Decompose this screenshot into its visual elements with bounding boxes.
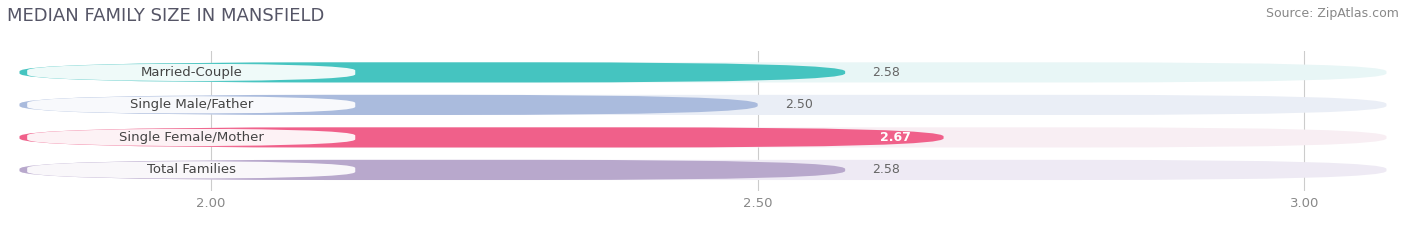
FancyBboxPatch shape (27, 128, 356, 147)
FancyBboxPatch shape (20, 160, 1386, 180)
FancyBboxPatch shape (20, 95, 1386, 115)
FancyBboxPatch shape (20, 127, 1386, 147)
Text: Total Families: Total Families (146, 163, 236, 176)
FancyBboxPatch shape (20, 62, 845, 82)
FancyBboxPatch shape (20, 62, 1386, 82)
FancyBboxPatch shape (27, 96, 356, 114)
Text: 2.67: 2.67 (880, 131, 911, 144)
Text: MEDIAN FAMILY SIZE IN MANSFIELD: MEDIAN FAMILY SIZE IN MANSFIELD (7, 7, 325, 25)
Text: Single Male/Father: Single Male/Father (129, 98, 253, 111)
Text: 2.58: 2.58 (873, 66, 900, 79)
Text: Married-Couple: Married-Couple (141, 66, 242, 79)
FancyBboxPatch shape (20, 160, 845, 180)
Text: 2.50: 2.50 (785, 98, 813, 111)
FancyBboxPatch shape (27, 63, 356, 82)
FancyBboxPatch shape (27, 161, 356, 179)
FancyBboxPatch shape (20, 95, 758, 115)
Text: Single Female/Mother: Single Female/Mother (118, 131, 264, 144)
Text: Source: ZipAtlas.com: Source: ZipAtlas.com (1265, 7, 1399, 20)
Text: 2.58: 2.58 (873, 163, 900, 176)
FancyBboxPatch shape (20, 127, 943, 147)
